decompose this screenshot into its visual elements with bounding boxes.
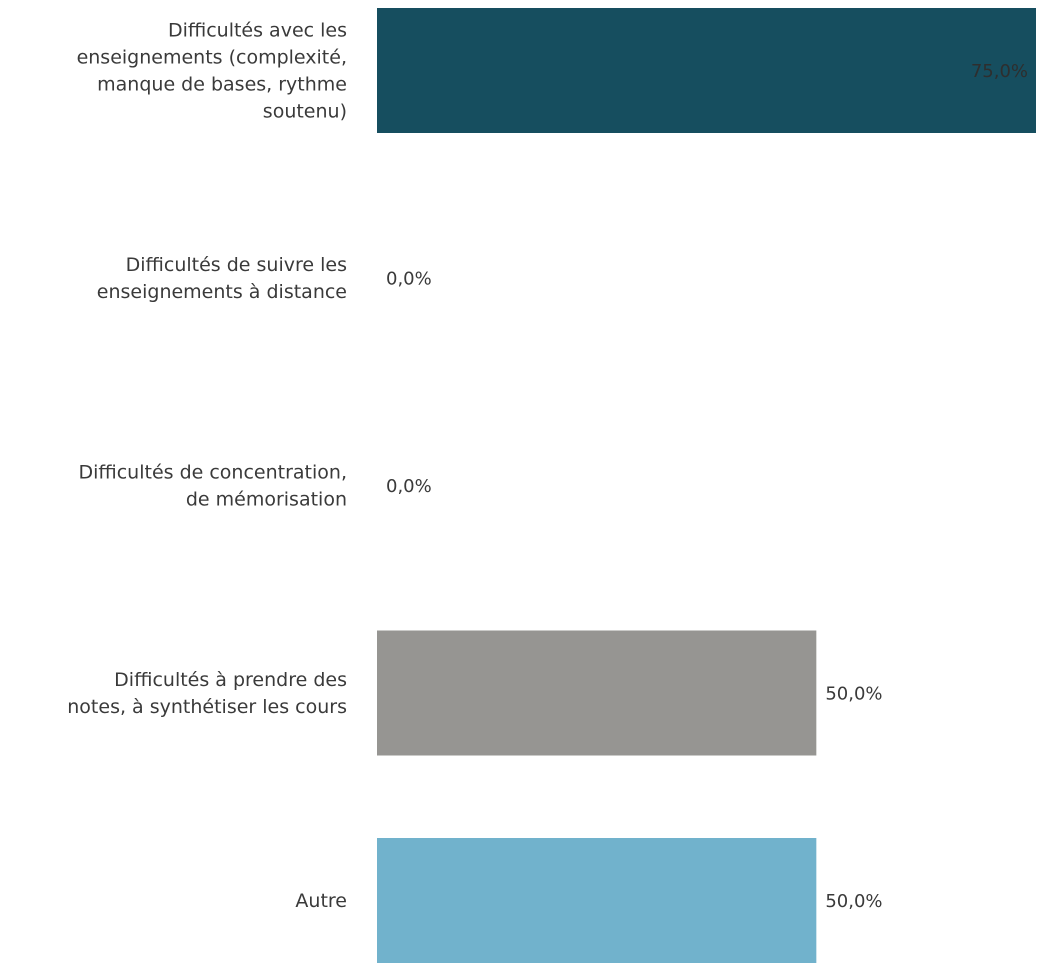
- bar-3: [377, 630, 817, 756]
- category-label-line: Difficultés de suivre les: [126, 254, 347, 276]
- value-label-4: 50,0%: [825, 891, 882, 912]
- value-label-1: 0,0%: [386, 268, 432, 289]
- bars: [377, 8, 1036, 963]
- category-label-line: soutenu): [263, 101, 347, 123]
- category-label-line: Difficultés de concentration,: [78, 462, 347, 484]
- category-label-1: Difficultés de suivre les enseignements à…: [97, 254, 347, 303]
- category-label-line: manque de bases, rythme: [97, 74, 347, 96]
- bar-0: [377, 8, 1036, 133]
- value-label-0: 75,0%: [971, 61, 1028, 82]
- category-labels: Difficultés avec les enseignements (compl…: [67, 20, 347, 913]
- value-label-3: 50,0%: [825, 683, 882, 704]
- category-label-line: notes, à synthétiser les cours: [67, 696, 347, 718]
- category-label-line: enseignements (complexité,: [77, 47, 347, 69]
- category-label-2: Difficultés de concentration, de mémorisa…: [78, 462, 347, 511]
- category-label-4: Autre: [295, 890, 347, 912]
- value-labels: 75,0% 0,0% 0,0% 50,0% 50,0%: [386, 61, 1028, 912]
- bar-4: [377, 838, 817, 963]
- category-label-0: Difficultés avec les enseignements (compl…: [77, 20, 347, 123]
- category-label-line: Autre: [295, 890, 347, 912]
- category-label-line: enseignements à distance: [97, 281, 347, 303]
- category-label-3: Difficultés à prendre des notes, à synthé…: [67, 669, 347, 718]
- category-label-line: Difficultés avec les: [168, 20, 347, 42]
- category-label-line: de mémorisation: [186, 489, 347, 511]
- category-label-line: Difficultés à prendre des: [114, 669, 347, 691]
- value-label-2: 0,0%: [386, 476, 432, 497]
